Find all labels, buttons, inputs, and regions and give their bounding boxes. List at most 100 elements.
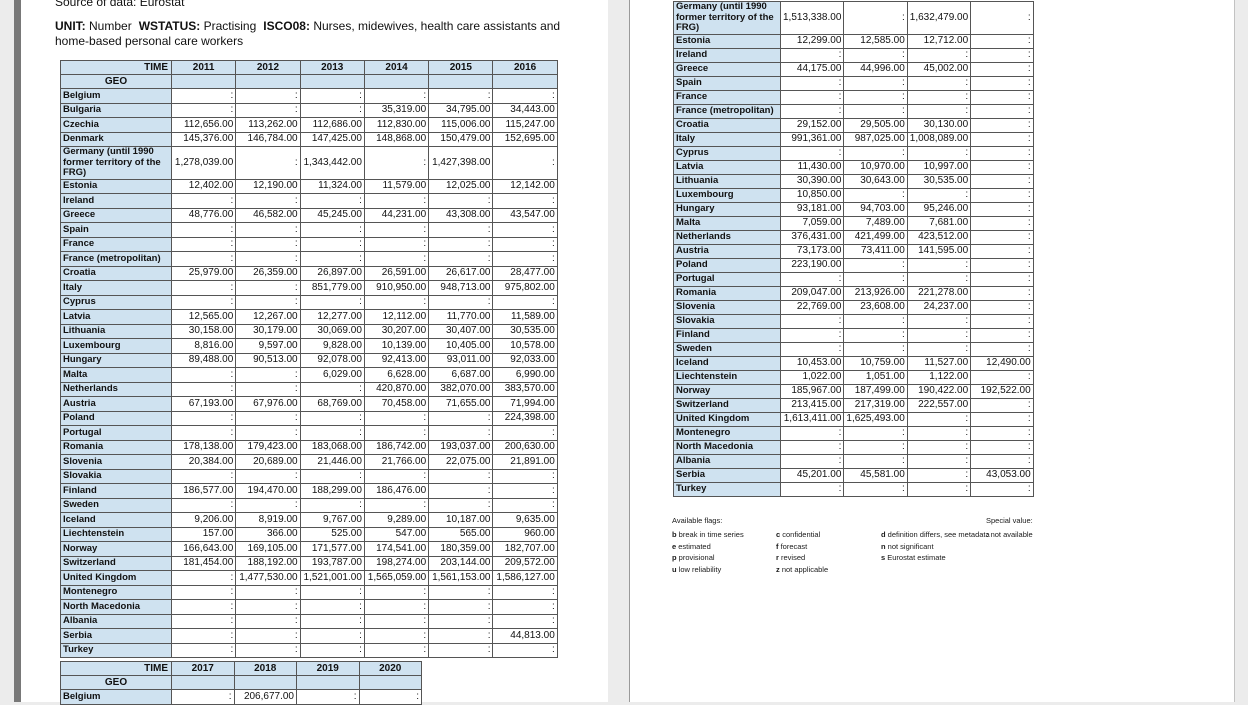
value-cell: : — [970, 453, 1034, 469]
value-cell: 34,795.00 — [428, 102, 494, 118]
data-table-2017-2020-continued: Germany (until 1990 former territory of … — [673, 1, 1034, 497]
value-cell: : — [970, 187, 1034, 203]
table-row: France (metropolitan):::: — [673, 103, 1034, 119]
value-cell: : — [170, 236, 237, 252]
table-row: Poland 223,190.00::: — [673, 257, 1034, 273]
value-cell: 193,787.00 — [299, 555, 365, 571]
empty-header-cell — [492, 74, 558, 89]
value-cell: 179,423.00 — [235, 439, 301, 455]
table-row: Ireland:::::: — [60, 193, 558, 209]
value-cell: 1,513,338.00 — [779, 1, 845, 35]
value-cell: 1,343,442.00 — [299, 146, 365, 180]
value-cell: 9,635.00 — [492, 512, 558, 528]
empty-header-cell — [358, 675, 422, 690]
value-cell: 71,994.00 — [492, 396, 558, 412]
value-cell: 34,443.00 — [492, 102, 558, 118]
value-cell: 30,130.00 — [906, 117, 972, 133]
value-cell: 43,547.00 — [492, 207, 558, 223]
value-cell: 11,527.00 — [906, 355, 972, 371]
value-cell: : — [906, 103, 972, 119]
value-cell: : — [970, 201, 1034, 217]
value-cell: 92,033.00 — [492, 352, 558, 368]
page-right: Germany (until 1990 former territory of … — [629, 0, 1235, 702]
value-cell: : — [235, 294, 301, 310]
geo-cell: Liechtenstein — [673, 369, 781, 385]
table-row: Ireland:::: — [673, 47, 1034, 63]
table-row: Spain:::: — [673, 75, 1034, 91]
value-cell: 35,319.00 — [363, 102, 430, 118]
value-cell: 112,686.00 — [299, 117, 365, 133]
value-cell: 29,152.00 — [779, 117, 845, 133]
table-row: France (metropolitan):::::: — [60, 251, 558, 267]
value-cell: : — [970, 33, 1034, 49]
flag-item: : not available — [986, 530, 1033, 539]
year-header-cell: 2011 — [170, 60, 237, 75]
value-cell: 166,643.00 — [170, 541, 237, 557]
geo-cell: Portugal — [60, 425, 172, 441]
value-cell: 198,274.00 — [363, 555, 430, 571]
table-row: Austria 73,173.00 73,411.00 141,595.00: — [673, 243, 1034, 259]
value-cell: 1,565,059.00 — [363, 570, 430, 586]
value-cell: : — [843, 47, 908, 63]
value-cell: 851,779.00 — [299, 280, 365, 296]
value-cell: : — [492, 146, 558, 180]
value-cell: : — [779, 47, 845, 63]
value-cell: 1,586,127.00 — [492, 570, 558, 586]
value-cell: : — [843, 257, 908, 273]
value-cell: 186,476.00 — [363, 483, 430, 499]
value-cell: 10,187.00 — [428, 512, 494, 528]
value-cell: 12,565.00 — [170, 309, 237, 325]
value-cell: 30,643.00 — [843, 173, 908, 189]
value-cell: 182,707.00 — [492, 541, 558, 557]
flags-legend: Available flags: Special value: b break … — [630, 516, 1234, 596]
value-cell: 222,557.00 — [906, 397, 972, 413]
value-cell: : — [779, 75, 845, 91]
unit-label: UNIT: — [55, 19, 86, 33]
year-header-cell: 2013 — [299, 60, 365, 75]
geo-cell: Switzerland — [60, 555, 172, 571]
value-cell: 960.00 — [492, 526, 558, 542]
value-cell: : — [299, 497, 365, 513]
flag-item: d definition differs, see metadata — [881, 530, 990, 539]
flag-item: z not applicable — [776, 564, 829, 574]
geo-cell: Hungary — [673, 201, 781, 217]
table-row: Luxembourg 8,816.00 9,597.00 9,828.00 10,139… — [60, 338, 558, 354]
value-cell: 565.00 — [428, 526, 494, 542]
value-cell: : — [970, 439, 1034, 455]
value-cell: 6,990.00 — [492, 367, 558, 383]
value-cell: : — [970, 103, 1034, 119]
value-cell: : — [970, 159, 1034, 175]
value-cell: 11,430.00 — [779, 159, 845, 175]
value-cell: : — [235, 367, 301, 383]
value-cell: 67,193.00 — [170, 396, 237, 412]
table-row: Germany (until 1990 former territory of … — [60, 146, 558, 180]
value-cell: : — [970, 397, 1034, 413]
value-cell: 171,577.00 — [299, 541, 365, 557]
value-cell: 115,006.00 — [428, 117, 494, 133]
value-cell: 12,277.00 — [299, 309, 365, 325]
value-cell: 8,919.00 — [235, 512, 301, 528]
value-cell: : — [970, 117, 1034, 133]
value-cell: 30,069.00 — [299, 323, 365, 339]
value-cell: : — [779, 271, 845, 287]
value-cell: 192,522.00 — [970, 383, 1034, 399]
value-cell: 12,267.00 — [235, 309, 301, 325]
geo-cell: Denmark — [60, 131, 172, 147]
year-header-cell: 2017 — [171, 661, 235, 676]
value-cell: : — [299, 628, 365, 644]
value-cell: : — [235, 222, 301, 238]
value-cell: : — [235, 628, 301, 644]
data-table-2011-2016: TIME 2011 2012 2013 2014 2015 2016 GEO Belgium::… — [60, 60, 558, 658]
value-cell: : — [363, 584, 430, 600]
value-cell: 169,105.00 — [235, 541, 301, 557]
geo-cell: Italy — [60, 280, 172, 296]
value-cell: : — [906, 425, 972, 441]
value-cell: : — [779, 89, 845, 105]
value-cell: : — [235, 425, 301, 441]
value-cell: : — [428, 251, 494, 267]
value-cell: 223,190.00 — [779, 257, 845, 273]
value-cell: : — [906, 75, 972, 91]
geo-cell: Slovakia — [60, 468, 172, 484]
value-cell: 1,613,411.00 — [779, 411, 845, 427]
value-cell: : — [843, 75, 908, 91]
